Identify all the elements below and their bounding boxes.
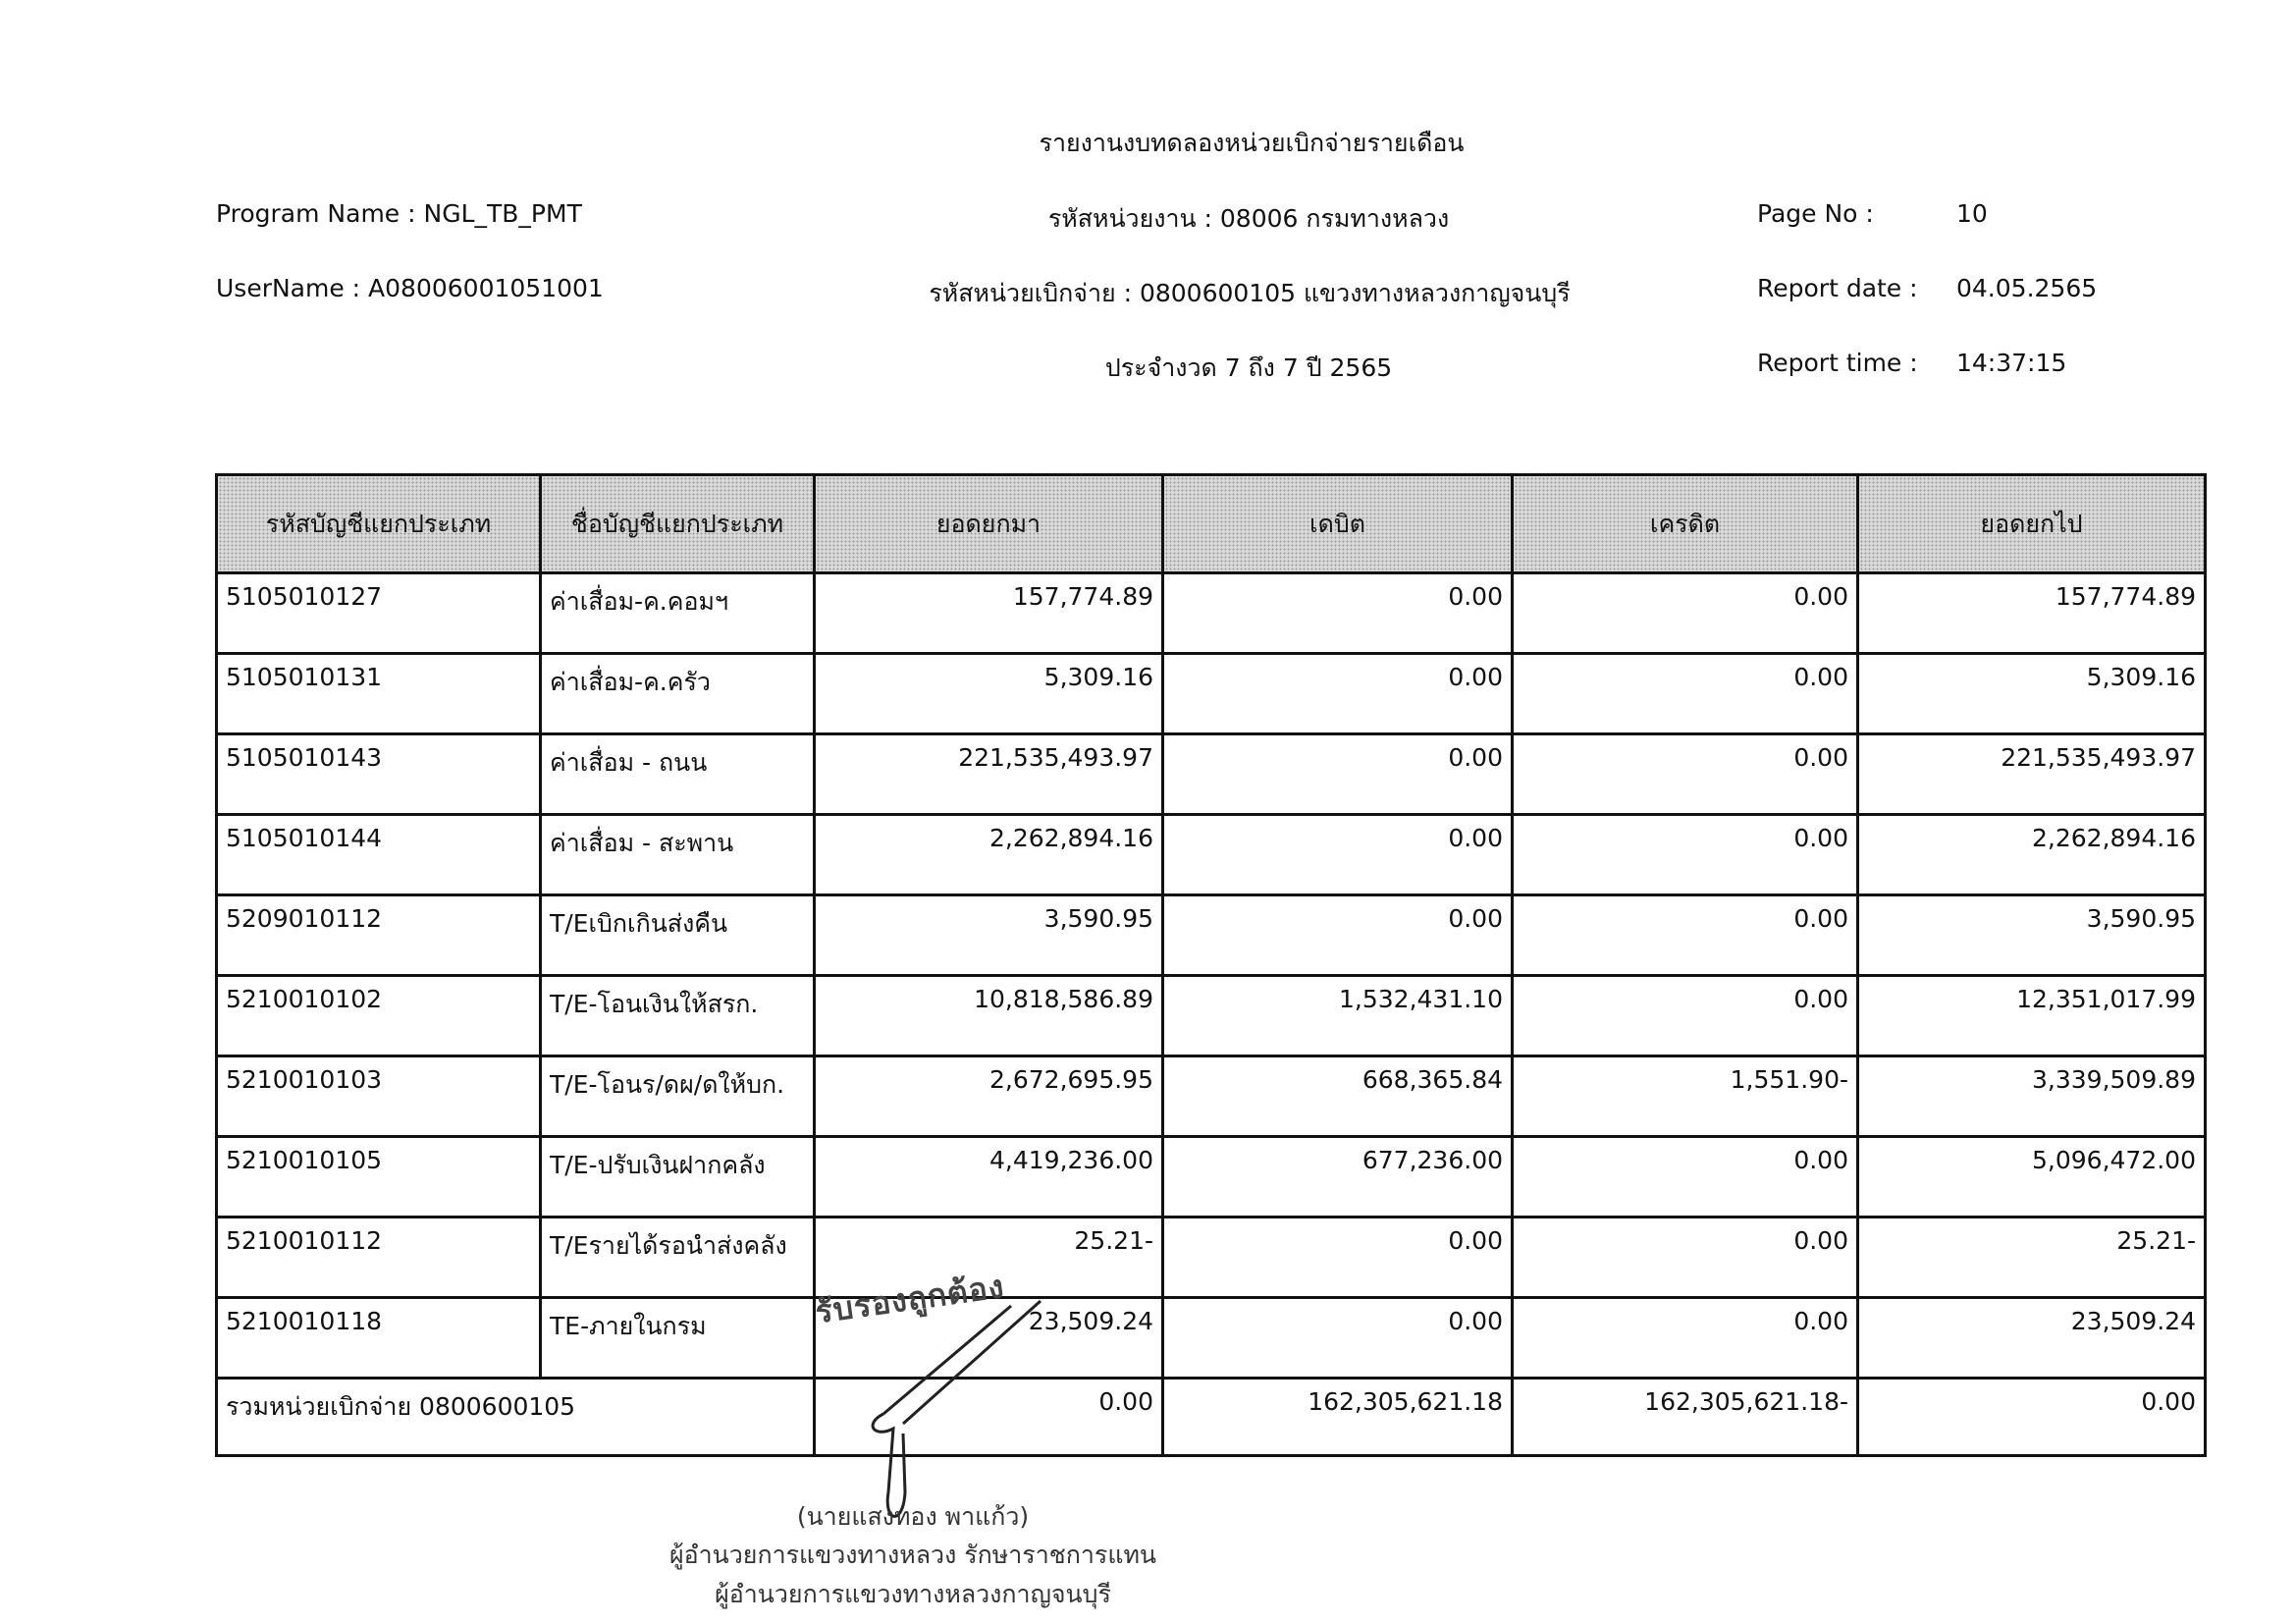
account-code: 5105010143 [215,732,542,816]
report-date-label: Report date : [1757,274,1918,302]
credit: 0.00 [1511,974,1859,1057]
debit: 0.00 [1161,652,1514,735]
table-row: 5209010112 T/Eเบิกเกินส่งคืน 3,590.95 0.00 0… [215,893,2207,977]
credit: 1,551.90- [1511,1055,1859,1138]
table-row: 5105010143 ค่าเสื่อม - ถนน 221,535,493.97 0… [215,732,2207,816]
account-name: ค่าเสื่อม - สะพาน [539,813,816,896]
column-header: ยอดยกไป [1856,473,2207,574]
account-code: 5105010144 [215,813,542,896]
signatory-name: (นายแสงทอง พาแก้ว) [796,1502,1030,1531]
table-row: 5210010105 T/E-ปรับเงินฝากคลัง 4,419,236.0… [215,1135,2207,1218]
account-code: 5210010112 [215,1216,542,1299]
user-name: UserName : A08006001051001 [216,274,604,302]
page-no-label: Page No : [1757,199,1874,228]
opening-balance: 2,672,695.95 [813,1055,1164,1138]
account-code: 5210010118 [215,1296,542,1380]
closing-balance: 25.21- [1856,1216,2207,1299]
column-header: ชื่อบัญชีแยกประเภท [539,473,816,574]
opening-balance: 221,535,493.97 [813,732,1164,816]
opening-balance: 25.21- [813,1216,1164,1299]
opening-balance: 3,590.95 [813,893,1164,977]
table-row: 5210010102 T/E-โอนเงินให้สรก. 10,818,586.8… [215,974,2207,1057]
debit: 0.00 [1161,893,1514,977]
column-header: ยอดยกมา [813,473,1164,574]
disbursing-unit: รหัสหน่วยเบิกจ่าย : 0800600105 แขวงทางหล… [929,279,1571,307]
closing-balance: 12,351,017.99 [1856,974,2207,1057]
debit: 0.00 [1161,1296,1514,1380]
trial-balance-table: รหัสบัญชีแยกประเภท ชื่อบัญชีแยกประเภท ยอดย… [215,473,2207,1457]
account-name: T/E-โอนร/ดผ/ดให้บก. [539,1055,816,1138]
credit: 0.00 [1511,1216,1859,1299]
closing-balance: 23,509.24 [1856,1296,2207,1380]
debit: 668,365.84 [1161,1055,1514,1138]
total-label: รวมหน่วยเบิกจ่าย 0800600105 [215,1377,816,1457]
debit: 0.00 [1161,1216,1514,1299]
opening-balance: 157,774.89 [813,571,1164,655]
opening-balance: 23,509.24 [813,1296,1164,1380]
closing-balance: 157,774.89 [1856,571,2207,655]
table-row: 5210010118 TE-ภายในกรม 23,509.24 0.00 0.00 23… [215,1296,2207,1380]
opening-balance: 2,262,894.16 [813,813,1164,896]
account-code: 5209010112 [215,893,542,977]
credit: 0.00 [1511,571,1859,655]
agency-code: รหัสหน่วยงาน : 08006 กรมทางหลวง [1047,204,1450,233]
total-row: รวมหน่วยเบิกจ่าย 0800600105 0.00 162,305,6… [215,1377,2207,1457]
table-row: 5105010144 ค่าเสื่อม - สะพาน 2,262,894.16 0… [215,813,2207,896]
debit: 677,236.00 [1161,1135,1514,1218]
debit: 1,532,431.10 [1161,974,1514,1057]
account-name: ค่าเสื่อม - ถนน [539,732,816,816]
account-code: 5210010102 [215,974,542,1057]
report-time: 14:37:15 [1956,349,2067,377]
total-debit: 162,305,621.18 [1161,1377,1514,1457]
credit: 0.00 [1511,1135,1859,1218]
account-name: T/Eเบิกเกินส่งคืน [539,893,816,977]
debit: 0.00 [1161,732,1514,816]
total-closing: 0.00 [1856,1377,2207,1457]
closing-balance: 2,262,894.16 [1856,813,2207,896]
debit: 0.00 [1161,813,1514,896]
debit: 0.00 [1161,571,1514,655]
account-name: T/E-โอนเงินให้สรก. [539,974,816,1057]
table-row: 5105010127 ค่าเสื่อม-ค.คอมฯ 157,774.89 0.00… [215,571,2207,655]
report-period: ประจำงวด 7 ถึง 7 ปี 2565 [1104,353,1393,382]
account-name: ค่าเสื่อม-ค.คอมฯ [539,571,816,655]
account-name: TE-ภายในกรม [539,1296,816,1380]
page-no: 10 [1956,199,1988,228]
program-name: Program Name : NGL_TB_PMT [216,199,582,228]
closing-balance: 221,535,493.97 [1856,732,2207,816]
column-header: เดบิต [1161,473,1514,574]
account-code: 5210010105 [215,1135,542,1218]
opening-balance: 10,818,586.89 [813,974,1164,1057]
total-opening: 0.00 [813,1377,1164,1457]
account-name: T/Eรายได้รอนำส่งคลัง [539,1216,816,1299]
account-code: 5210010103 [215,1055,542,1138]
closing-balance: 3,339,509.89 [1856,1055,2207,1138]
signature-scribble [871,1299,1041,1518]
signatory-position-1: ผู้อำนวยการแขวงทางหลวง รักษาราชการแทน [668,1541,1157,1569]
opening-balance: 4,419,236.00 [813,1135,1164,1218]
credit: 0.00 [1511,1296,1859,1380]
report-date: 04.05.2565 [1956,274,2098,302]
account-code: 5105010127 [215,571,542,655]
credit: 0.00 [1511,893,1859,977]
table-row: 5105010131 ค่าเสื่อม-ค.ครัว 5,309.16 0.00 0.… [215,652,2207,735]
account-name: T/E-ปรับเงินฝากคลัง [539,1135,816,1218]
closing-balance: 5,309.16 [1856,652,2207,735]
account-code: 5105010131 [215,652,542,735]
report-time-label: Report time : [1757,349,1918,377]
total-credit: 162,305,621.18- [1511,1377,1859,1457]
credit: 0.00 [1511,652,1859,735]
table-row: 5210010112 T/Eรายได้รอนำส่งคลัง 25.21- 0.00… [215,1216,2207,1299]
report-title: รายงานงบทดลองหน่วยเบิกจ่ายรายเดือน [1039,129,1465,157]
signatory-position-2: ผู้อำนวยการแขวงทางหลวงกาญจนบุรี [715,1580,1111,1608]
column-header: รหัสบัญชีแยกประเภท [215,473,542,574]
opening-balance: 5,309.16 [813,652,1164,735]
closing-balance: 3,590.95 [1856,893,2207,977]
column-header: เครดิต [1511,473,1859,574]
closing-balance: 5,096,472.00 [1856,1135,2207,1218]
account-name: ค่าเสื่อม-ค.ครัว [539,652,816,735]
credit: 0.00 [1511,813,1859,896]
credit: 0.00 [1511,732,1859,816]
table-row: 5210010103 T/E-โอนร/ดผ/ดให้บก. 2,672,695.9… [215,1055,2207,1138]
